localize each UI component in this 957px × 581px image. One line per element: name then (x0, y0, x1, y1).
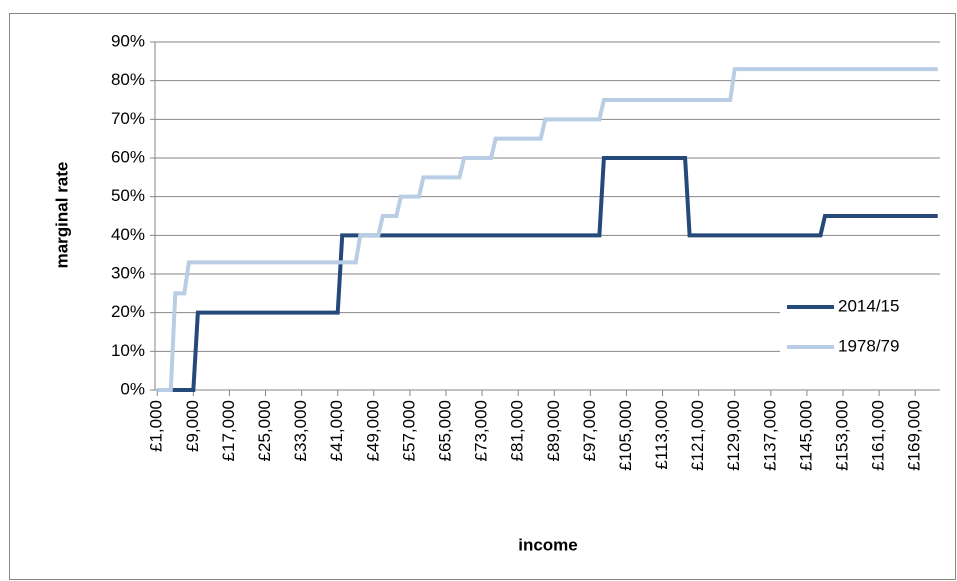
y-tick-label: 30% (111, 263, 145, 282)
y-tick-label: 90% (111, 31, 145, 50)
x-tick-label: £89,000 (544, 400, 563, 461)
y-tick-label: 70% (111, 109, 145, 128)
y-tick-label: 50% (111, 186, 145, 205)
y-tick-label: 10% (111, 341, 145, 360)
x-tick-label: £33,000 (291, 400, 310, 461)
x-axis-title: income (518, 535, 578, 554)
x-tick-label: £9,000 (183, 400, 202, 452)
x-tick-label: £49,000 (363, 400, 382, 461)
x-tick-label: £169,000 (905, 400, 924, 471)
x-tick-label: £129,000 (724, 400, 743, 471)
y-tick-label: 80% (111, 70, 145, 89)
x-tick-label: £73,000 (472, 400, 491, 461)
x-tick-label: £161,000 (869, 400, 888, 471)
x-tick-label: £137,000 (760, 400, 779, 471)
y-axis-title: marginal rate (52, 162, 71, 269)
y-tick-label: 40% (111, 225, 145, 244)
x-tick-label: £121,000 (688, 400, 707, 471)
series-line (157, 156, 938, 392)
x-tick-label: £25,000 (255, 400, 274, 461)
x-tick-label: £81,000 (508, 400, 527, 461)
series-line (157, 67, 938, 392)
y-tick-label: 0% (120, 379, 145, 398)
x-tick-label: £17,000 (219, 400, 238, 461)
x-tick-label: £113,000 (652, 400, 671, 470)
x-tick-label: £41,000 (327, 400, 346, 461)
legend-label: 1978/79 (838, 336, 899, 355)
y-tick-label: 60% (111, 147, 145, 166)
x-tick-label: £1,000 (147, 400, 166, 452)
y-tick-label: 20% (111, 302, 145, 321)
x-tick-label: £145,000 (796, 400, 815, 471)
x-tick-label: £57,000 (399, 400, 418, 461)
x-tick-label: £65,000 (435, 400, 454, 461)
legend-box (780, 287, 940, 369)
legend-label: 2014/15 (838, 296, 899, 315)
x-tick-label: £153,000 (832, 400, 851, 471)
x-tick-label: £97,000 (580, 400, 599, 461)
x-tick-label: £105,000 (616, 400, 635, 471)
